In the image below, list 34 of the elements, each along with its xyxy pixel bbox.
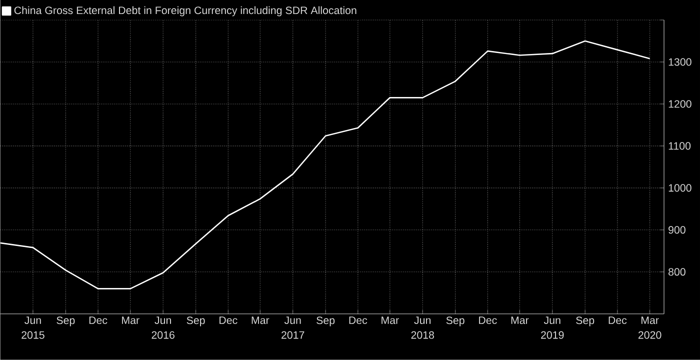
x-tick-label: Sep [316, 316, 335, 326]
x-tick-label: Sep [446, 316, 464, 326]
y-tick-label: 900 [668, 226, 686, 234]
y-tick-label: 1000 [668, 184, 692, 192]
x2-tick-label: 2017 [282, 331, 304, 339]
y-tick-label: 1300 [668, 58, 692, 66]
x2-tick-label: 2020 [638, 331, 662, 339]
x2-tick-label: 2018 [411, 331, 434, 339]
x-tick-label: Jun [414, 316, 431, 324]
x-tick-label: Mar [641, 316, 659, 324]
x2-tick-label: 2016 [152, 331, 174, 339]
x2-tick-label: 2019 [541, 331, 564, 339]
x-tick-label: Jun [24, 316, 41, 324]
x-tick-label: Sep [56, 316, 75, 326]
x-tick-label: Jun [544, 316, 560, 324]
x-tick-label: Dec [349, 316, 368, 324]
x-tick-label: Mar [122, 316, 140, 324]
x-tick-label: Sep [576, 316, 594, 326]
x-tick-label: Mar [252, 316, 270, 324]
x-tick-label: Jun [154, 316, 172, 324]
x-tick-label: Sep [186, 316, 205, 326]
x2-tick-label: 2015 [22, 331, 44, 339]
x-tick-label: Mar [382, 316, 399, 324]
legend-label: China Gross External Debt in Foreign Currency including SDR Allocation [14, 6, 356, 16]
x-tick-label: Mar [511, 316, 529, 324]
x-tick-label: Dec [89, 316, 108, 324]
line-series [0, 40, 650, 290]
y-tick-label: 1200 [668, 100, 692, 108]
x-tick-label: Dec [479, 316, 497, 324]
y-tick-label: 800 [668, 268, 686, 276]
x-tick-label: Dec [608, 316, 627, 324]
x-tick-label: Jun [284, 316, 301, 324]
y-tick-label: 1100 [668, 142, 691, 150]
x-tick-label: Dec [220, 316, 238, 324]
